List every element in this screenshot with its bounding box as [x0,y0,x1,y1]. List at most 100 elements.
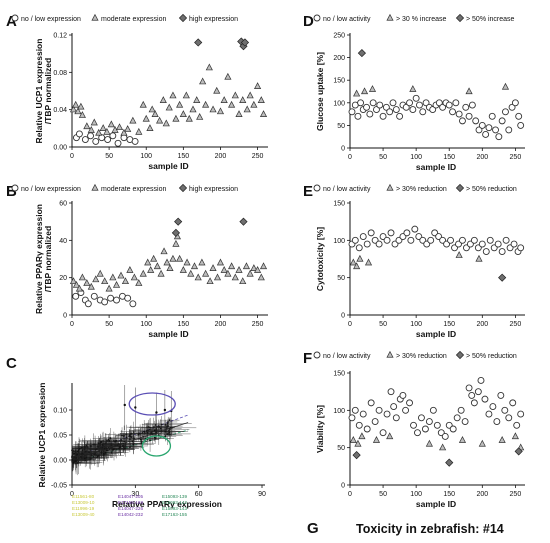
y-axis-label: Relative UCP1 expression [37,383,47,488]
data-point [411,225,419,233]
data-point [87,126,95,133]
data-point [85,444,88,447]
data-point [425,439,433,447]
data-point [482,130,490,138]
data-point [259,262,268,270]
legend-entry: E11561-80 [72,494,95,499]
data-point [131,440,134,443]
x-axis-label: Relative PPARγ expression [112,499,222,509]
data-point [134,406,137,409]
data-point [172,239,180,247]
legend-entry: no / low activity [323,353,371,360]
data-point [81,136,89,143]
data-point [508,103,516,111]
data-point [422,99,430,107]
data-point [498,117,506,125]
legend-entry: high expression [189,16,238,23]
x-axis-label: sample ID [148,329,188,339]
legend-entry: no / low expression [21,186,81,193]
data-point [366,110,374,118]
data-point [166,264,174,271]
y-axis-label: Relative PPARγ expression [34,204,44,314]
data-point [162,119,170,127]
x-tick-label: 50 [105,153,113,160]
x-tick-label: 50 [105,321,113,328]
data-point [369,99,377,107]
data-point [142,114,150,122]
y-tick-label: 150 [333,371,345,378]
data-point [155,411,158,414]
data-point [75,457,78,459]
legend-marker [313,184,321,192]
data-point [495,133,503,141]
data-point [364,258,373,266]
data-point [493,418,501,425]
data-point [517,410,525,418]
data-point [501,406,509,414]
y-tick-label: 150 [333,201,345,208]
data-point [502,236,510,244]
data-point [94,448,97,451]
legend-marker [11,184,19,192]
data-point [498,273,507,282]
panel-label-d: D [303,13,314,30]
data-point [92,137,100,145]
data-point [353,89,361,97]
data-point [196,112,204,120]
data-point [407,236,415,244]
data-point [459,117,466,125]
data-point [176,254,184,262]
data-point [121,445,124,447]
y-tick-label: 0 [341,146,345,153]
data-point [172,114,180,122]
data-point [169,254,177,262]
data-point [115,123,124,131]
data-point [220,96,228,103]
y-tick-label: 0.08 [53,70,67,77]
data-point [389,99,397,107]
data-point [355,421,363,429]
x-tick-label: 250 [252,153,264,160]
x-tick-label: 150 [443,154,455,161]
data-point [513,421,521,429]
y-tick-label: 0.12 [53,33,67,40]
data-point [228,100,236,108]
x-tick-label: 50 [379,321,387,328]
data-point [163,408,167,412]
data-point [169,428,171,431]
data-point [457,406,465,414]
data-point [189,105,197,113]
data-point [392,414,400,422]
data-point [441,433,449,440]
y-tick-label: 100 [333,408,345,415]
data-point [129,300,137,308]
data-point [363,425,371,433]
legend-entry: no / low activity [323,16,371,23]
data-point [174,217,183,226]
data-point [455,110,463,118]
data-point [379,112,387,120]
data-point [477,377,485,384]
x-tick-label: 0 [70,491,74,498]
y-axis-label: Viability [%] [315,405,325,453]
data-point [105,447,108,450]
data-point [399,391,407,399]
y-tick-label: 40 [59,238,67,245]
x-tick-label: 250 [510,321,522,328]
x-tick-label: 200 [476,321,488,328]
data-point [109,273,117,281]
data-point [107,120,115,128]
data-point [348,414,356,422]
data-point [102,454,105,457]
data-point [169,426,172,429]
data-point [209,105,217,113]
data-point [69,105,78,113]
data-point [99,442,102,445]
x-tick-label: 0 [348,154,352,161]
x-tick-label: 100 [140,153,152,160]
data-point [76,453,79,456]
data-point [114,139,122,147]
legend-entry: E15093-143 [162,506,187,511]
data-point [515,112,523,120]
